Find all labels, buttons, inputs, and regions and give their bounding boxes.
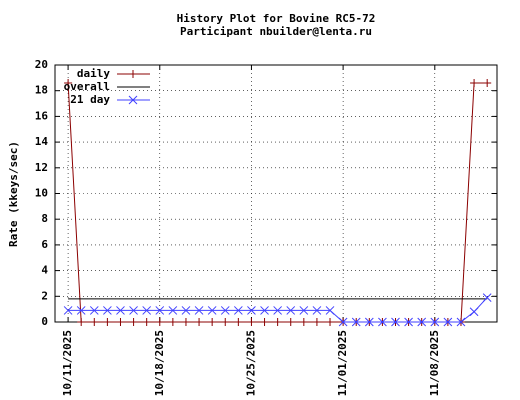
data-point bbox=[273, 306, 282, 315]
y-tick-label: 10 bbox=[35, 187, 48, 200]
data-point bbox=[129, 306, 138, 315]
data-point bbox=[142, 318, 151, 326]
data-point bbox=[76, 306, 86, 315]
y-tick-label: 12 bbox=[35, 161, 48, 174]
data-point bbox=[299, 318, 308, 326]
data-point bbox=[90, 318, 99, 326]
chart-title: History Plot for Bovine RC5-72 bbox=[177, 12, 376, 25]
data-point bbox=[378, 317, 387, 327]
data-point bbox=[351, 317, 361, 327]
data-point bbox=[338, 317, 348, 327]
data-point bbox=[482, 293, 492, 302]
data-point bbox=[470, 78, 479, 87]
data-point bbox=[129, 318, 138, 326]
legend-label: overall bbox=[64, 80, 110, 93]
data-point bbox=[181, 306, 191, 315]
data-point bbox=[116, 306, 125, 315]
data-point bbox=[195, 318, 204, 326]
legend-marker bbox=[129, 70, 137, 78]
y-tick-label: 6 bbox=[41, 238, 48, 251]
data-point bbox=[469, 307, 479, 317]
data-point bbox=[364, 317, 374, 327]
y-tick-label: 20 bbox=[35, 58, 48, 71]
data-point bbox=[456, 317, 466, 327]
data-point bbox=[247, 306, 256, 315]
data-point bbox=[260, 318, 269, 326]
legend-marker bbox=[128, 95, 138, 105]
y-tick-label: 0 bbox=[41, 315, 48, 328]
data-point bbox=[417, 317, 427, 327]
data-point bbox=[63, 306, 73, 315]
y-tick-label: 18 bbox=[35, 84, 48, 97]
y-axis-label: Rate (kkeys/sec) bbox=[7, 141, 20, 247]
data-point bbox=[312, 306, 322, 315]
data-point bbox=[116, 318, 125, 326]
data-point bbox=[286, 318, 295, 326]
data-point bbox=[326, 318, 335, 326]
data-point bbox=[247, 318, 256, 326]
y-tick-label: 8 bbox=[41, 212, 48, 225]
x-tick-label: 10/25/2025 bbox=[244, 330, 257, 396]
data-point bbox=[103, 306, 112, 315]
data-point bbox=[89, 306, 99, 315]
data-point bbox=[299, 306, 309, 315]
data-point bbox=[64, 78, 73, 87]
data-point bbox=[312, 318, 321, 326]
data-point bbox=[286, 306, 296, 315]
legend-label: daily bbox=[77, 67, 110, 80]
data-point bbox=[103, 318, 112, 326]
x-tick-label: 11/01/2025 bbox=[336, 330, 349, 396]
x-tick-label: 10/18/2025 bbox=[153, 330, 166, 396]
data-point bbox=[234, 318, 243, 326]
data-point bbox=[77, 318, 86, 326]
data-point bbox=[483, 78, 492, 87]
data-point bbox=[207, 306, 217, 315]
data-point bbox=[168, 318, 177, 326]
data-point bbox=[220, 306, 230, 315]
data-point bbox=[443, 317, 453, 327]
data-point bbox=[155, 318, 164, 326]
x-tick-label: 10/11/2025 bbox=[61, 330, 74, 396]
y-tick-label: 4 bbox=[41, 264, 48, 277]
data-point bbox=[194, 306, 204, 315]
data-point bbox=[391, 317, 400, 327]
data-point bbox=[260, 306, 269, 315]
data-point bbox=[142, 306, 152, 315]
data-point bbox=[181, 318, 190, 326]
data-point bbox=[208, 318, 217, 326]
data-point bbox=[430, 317, 440, 327]
data-point bbox=[325, 306, 335, 315]
y-tick-label: 14 bbox=[35, 135, 49, 148]
chart-subtitle: Participant nbuilder@lenta.ru bbox=[180, 25, 372, 38]
legend-label: 21 day bbox=[70, 93, 110, 106]
y-tick-label: 2 bbox=[41, 289, 48, 302]
data-point bbox=[404, 317, 413, 327]
data-point bbox=[168, 306, 178, 315]
data-point bbox=[273, 318, 282, 326]
data-point bbox=[155, 306, 165, 315]
data-point bbox=[233, 306, 243, 315]
y-tick-label: 16 bbox=[35, 109, 49, 122]
data-point bbox=[221, 318, 230, 326]
x-tick-label: 11/08/2025 bbox=[428, 330, 441, 396]
